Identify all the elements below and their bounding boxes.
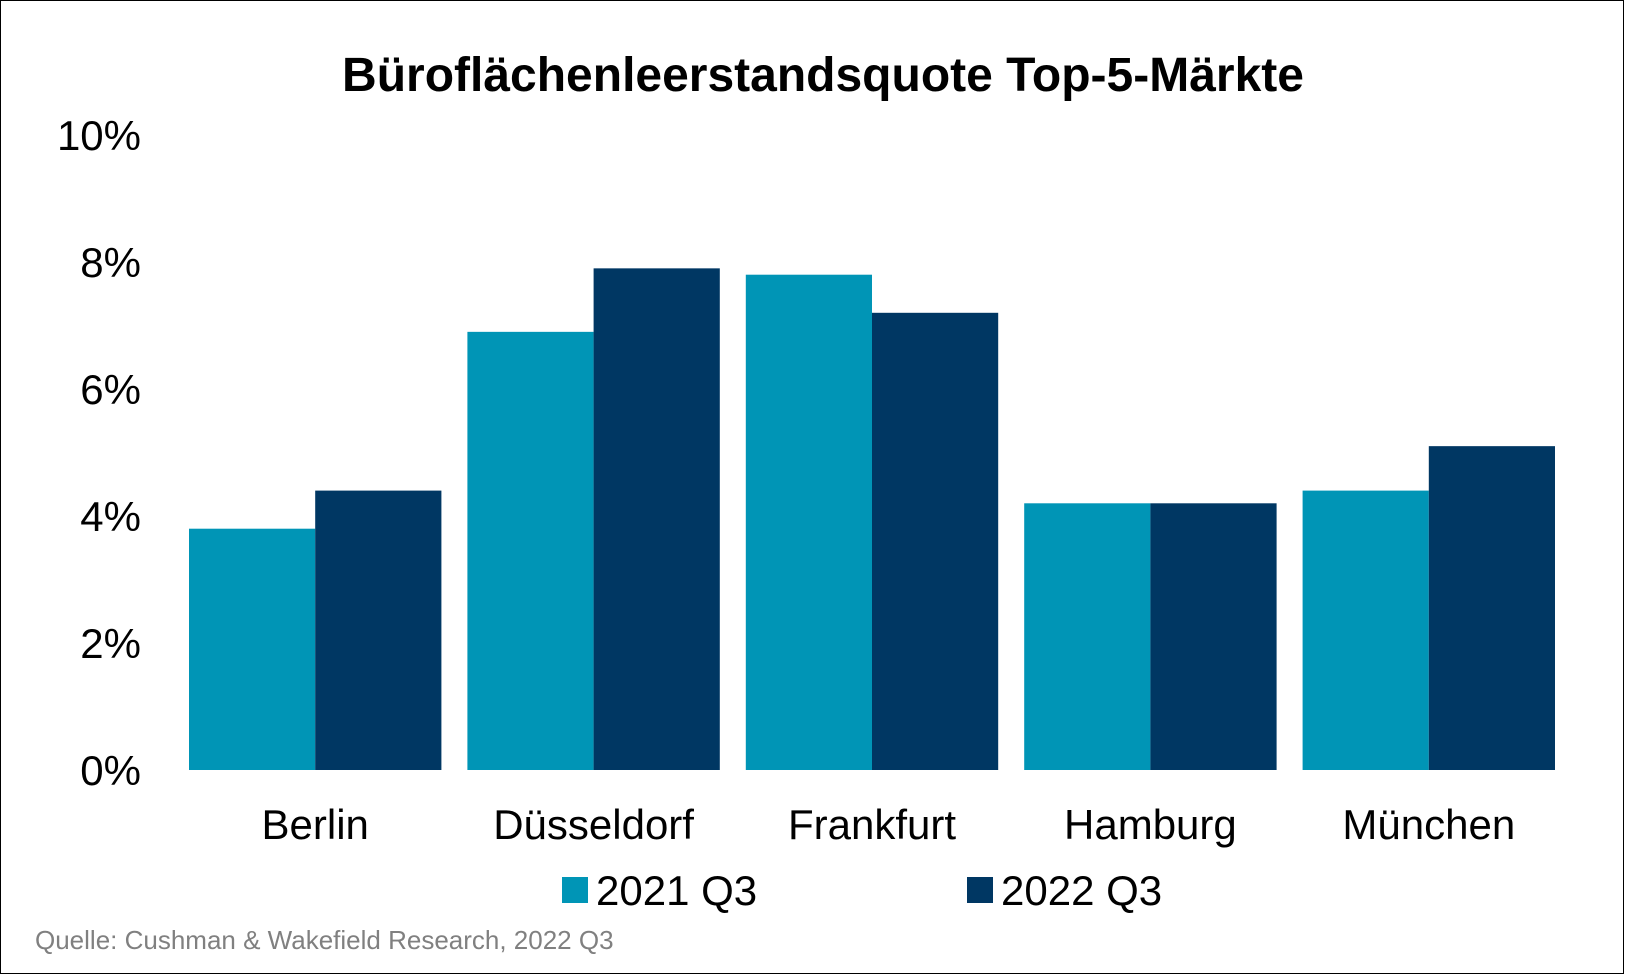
x-axis: Berlin Düsseldorf Frankfurt Hamburg München [262, 801, 1516, 848]
y-tick-label: 0% [80, 747, 141, 794]
x-category-label: Berlin [262, 801, 369, 848]
legend-label: 2022 Q3 [1001, 867, 1162, 914]
x-category-label: Hamburg [1064, 801, 1237, 848]
legend: 2021 Q3 2022 Q3 [562, 867, 1162, 914]
bar-berlin-2021-q3 [189, 528, 316, 770]
bar-düsseldorf-2021-q3 [467, 331, 594, 770]
bar-frankfurt-2022-q3 [872, 312, 999, 770]
bar-hamburg-2021-q3 [1024, 503, 1151, 770]
bar-düsseldorf-2022-q3 [593, 268, 720, 770]
bar-berlin-2022-q3 [315, 490, 442, 770]
legend-swatch [967, 877, 993, 903]
bar-frankfurt-2021-q3 [745, 274, 872, 770]
legend-swatch [562, 877, 588, 903]
y-tick-label: 4% [80, 493, 141, 540]
plot-area [189, 268, 1555, 770]
y-tick-label: 10% [57, 112, 141, 159]
x-category-label: Düsseldorf [493, 801, 694, 848]
y-tick-label: 8% [80, 239, 141, 286]
x-category-label: Frankfurt [788, 801, 956, 848]
bar-münchen-2022-q3 [1428, 446, 1555, 770]
x-category-label: München [1342, 801, 1515, 848]
y-tick-label: 6% [80, 366, 141, 413]
y-tick-label: 2% [80, 620, 141, 667]
y-axis: 0% 2% 4% 6% 8% 10% [57, 112, 141, 794]
legend-label: 2021 Q3 [596, 867, 757, 914]
source-note: Quelle: Cushman & Wakefield Research, 20… [35, 925, 614, 955]
bar-hamburg-2022-q3 [1150, 503, 1277, 770]
bar-münchen-2021-q3 [1302, 490, 1429, 770]
chart-title: Büroflächenleerstandsquote Top-5-Märkte [342, 49, 1304, 102]
